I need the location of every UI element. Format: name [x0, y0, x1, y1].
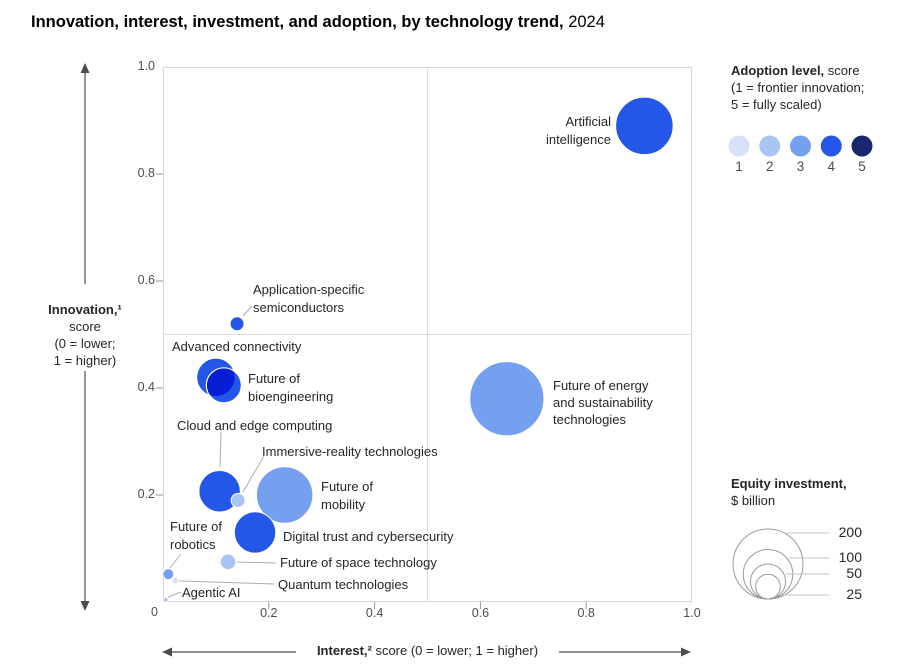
y-tick-label-0.6: 0.6 — [137, 273, 155, 287]
x-tick-label-0.6: 0.6 — [471, 606, 490, 620]
bubble-cloud-and-edge-computing — [198, 470, 241, 513]
legend-investment-number-50: 50 — [846, 565, 862, 581]
origin-tick-label: 0 — [151, 605, 158, 619]
legend-adoption-number-5: 5 — [858, 159, 866, 174]
legend-adoption-number-3: 3 — [796, 159, 805, 174]
bubble-future-of-mobility — [255, 466, 314, 524]
bubble-outline-future-of-bioengineering — [205, 367, 242, 404]
label-future-of-robotics: Future of robotics — [170, 519, 223, 552]
adoption-legend-line2: (1 = frontier innovation; — [731, 80, 865, 95]
adoption-legend-title-rest: score — [824, 63, 860, 78]
x-axis-arrowhead-right-icon — [681, 647, 691, 657]
leader-future-of-space-technology — [236, 561, 277, 564]
legend-adoption-dot-2 — [759, 135, 781, 157]
y-axis-title-line2: score — [69, 319, 101, 334]
legend-investment-circle-25 — [755, 573, 781, 600]
leader-future-of-robotics — [169, 553, 182, 569]
chart-title-year: 2024 — [563, 13, 605, 31]
x-tick-label-1.0: 1.0 — [683, 606, 701, 620]
label-future-of-mobility: Future of mobility — [321, 479, 374, 512]
y-tick-label-0.2: 0.2 — [137, 487, 155, 501]
legend-adoption-dot-1 — [728, 135, 750, 157]
bubble-immersive-reality-technologies — [230, 492, 246, 508]
label-digital-trust-and-cybersecurity: Digital trust and cybersecurity — [283, 529, 454, 544]
leader-quantum-technologies — [178, 580, 275, 585]
legend-investment-number-100: 100 — [838, 549, 862, 565]
chart-title: Innovation, interest, investment, and ad… — [31, 13, 605, 32]
adoption-legend-title: Adoption level, — [731, 63, 825, 78]
y-tick-label-0.8: 0.8 — [137, 166, 155, 180]
label-application-specific-semiconductors: Application-specific semiconductors — [253, 282, 365, 315]
bubble-quantum-technologies — [171, 576, 180, 585]
label-immersive-reality-technologies: Immersive-reality technologies — [262, 444, 438, 459]
label-advanced-connectivity: Advanced connectivity — [172, 339, 302, 354]
quadrant-divider-horizontal — [163, 334, 692, 335]
y-axis-arrowhead-down-icon — [80, 601, 90, 611]
leader-cloud-and-edge-computing — [219, 431, 222, 468]
bubble-future-of-energy-and-sustainability-technologies — [469, 361, 545, 437]
y-axis-arrowhead-up-icon — [80, 63, 90, 73]
chart-title-main: Innovation, interest, investment, and ad… — [31, 13, 564, 31]
legend-adoption-dot-3 — [790, 135, 811, 157]
legend-adoption-dot-5 — [851, 135, 873, 157]
y-tick-label-1.0: 1.0 — [137, 59, 155, 73]
label-cloud-and-edge-computing: Cloud and edge computing — [177, 418, 333, 433]
legend-investment-circle-50 — [750, 563, 786, 600]
bubble-agentic-ai — [162, 596, 169, 603]
legend-adoption-dot-4 — [820, 135, 842, 157]
x-tick-label-0.8: 0.8 — [577, 606, 595, 620]
label-future-of-space-technology: Future of space technology — [280, 555, 437, 570]
legend-adoption-number-2: 2 — [765, 159, 774, 174]
leader-agentic-ai — [167, 591, 182, 598]
legend-adoption-number-4: 4 — [827, 159, 835, 174]
legend-investment-number-25: 25 — [846, 586, 862, 602]
legend-investment-number-200: 200 — [838, 524, 862, 540]
label-quantum-technologies: Quantum technologies — [278, 577, 409, 592]
bubble-future-of-bioengineering — [206, 367, 242, 403]
adoption-legend-heading: Adoption level, score (1 = frontier inno… — [731, 62, 864, 113]
x-tick-label-0.4: 0.4 — [365, 606, 384, 620]
bubble-artificial-intelligence — [615, 96, 674, 156]
label-future-of-bioengineering: Future of bioengineering — [248, 371, 334, 404]
leader-immersive-reality-technologies — [242, 455, 265, 493]
label-agentic-ai: Agentic AI — [182, 585, 241, 600]
label-artificial-intelligence: Artificial intelligence — [545, 114, 611, 147]
investment-legend-heading: Equity investment, $ billion — [731, 475, 847, 509]
label-future-of-energy-and-sustainability-technologies: Future of energy and sustainability techno… — [553, 378, 653, 427]
x-axis-title-bold: Interest,² — [316, 643, 372, 658]
bubble-future-of-robotics — [162, 568, 175, 581]
y-axis-title-line1: Innovation,¹ — [48, 302, 122, 317]
leader-application-specific-semiconductors — [242, 305, 253, 317]
investment-legend-line2: $ billion — [731, 493, 776, 508]
investment-legend-title: Equity investment, — [731, 476, 847, 491]
x-axis-title-rest: score (0 = lower; 1 = higher) — [371, 643, 539, 658]
bubble-application-specific-semiconductors — [229, 316, 245, 332]
x-axis-arrowhead-left-icon — [162, 647, 172, 657]
y-axis-title-line3: (0 = lower; — [54, 336, 116, 351]
y-tick-label-0.4: 0.4 — [137, 380, 155, 394]
x-axis-title: Interest,² score (0 = lower; 1 = higher) — [163, 643, 692, 658]
adoption-legend-line3: 5 = fully scaled) — [731, 97, 822, 112]
bubble-digital-trust-and-cybersecurity — [233, 511, 277, 554]
y-axis-title-line4: 1 = higher) — [53, 353, 117, 368]
y-axis-title: Innovation,¹ score (0 = lower; 1 = highe… — [25, 301, 145, 369]
x-tick-label-0.2: 0.2 — [260, 606, 278, 620]
legend-adoption-number-1: 1 — [735, 159, 743, 174]
bubble-future-of-space-technology — [219, 553, 237, 571]
